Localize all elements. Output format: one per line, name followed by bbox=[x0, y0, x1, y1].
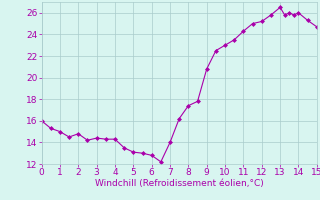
X-axis label: Windchill (Refroidissement éolien,°C): Windchill (Refroidissement éolien,°C) bbox=[95, 179, 264, 188]
